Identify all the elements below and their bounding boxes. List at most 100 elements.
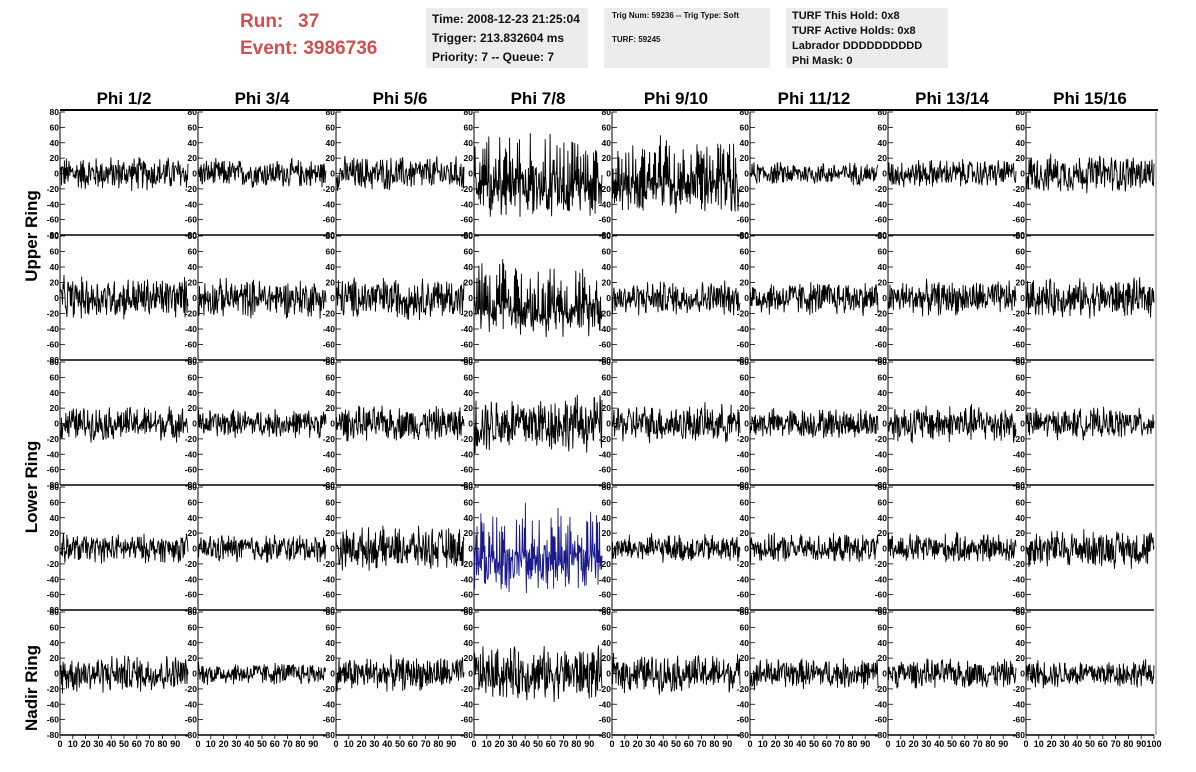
x-tick-label: 70 (835, 739, 845, 749)
x-tick-label: 30 (231, 739, 241, 749)
y-tick-label: 80 (1016, 107, 1026, 117)
y-tick-label: 20 (188, 653, 198, 663)
y-tick-label: -40 (47, 324, 60, 334)
y-tick-label: 40 (464, 262, 474, 272)
x-tick-label: 50 (257, 739, 267, 749)
y-tick-label: -20 (461, 184, 474, 194)
waveform-panel: 80 60 40 20 0 -20 -40 -60 -80 (737, 107, 879, 240)
y-tick-label: -40 (185, 449, 198, 459)
y-tick-label: 20 (1016, 153, 1026, 163)
y-tick-label: 60 (878, 247, 888, 257)
x-tick-label: 30 (507, 739, 517, 749)
y-tick-label: 60 (464, 622, 474, 632)
waveform-trace (749, 658, 879, 691)
y-tick-label: -40 (461, 574, 474, 584)
y-tick-label: -60 (185, 715, 198, 725)
y-tick-label: -60 (461, 465, 474, 475)
y-tick-label: 80 (50, 357, 60, 367)
y-tick-label: -80 (47, 355, 60, 365)
y-tick-label: -60 (47, 215, 60, 225)
y-tick-label: -20 (737, 309, 750, 319)
trig-num-text: Trig Num: 59236 -- Trig Type: Soft (612, 11, 739, 20)
y-tick-label: -40 (461, 199, 474, 209)
y-tick-label: 80 (602, 607, 612, 617)
y-tick-label: 20 (740, 653, 750, 663)
y-tick-label: -40 (323, 324, 336, 334)
y-tick-label: 0 (468, 544, 473, 554)
column-header: Phi 9/10 (644, 89, 708, 108)
x-tick-label: 50 (119, 739, 129, 749)
x-tick-label: 10 (620, 739, 630, 749)
y-tick-label: 20 (326, 278, 336, 288)
waveform-panel: 80 60 40 20 0 -20 -40 -60 -80 (875, 357, 1017, 490)
y-tick-label: -60 (47, 465, 60, 475)
y-tick-label: 60 (50, 497, 60, 507)
x-tick-label: 80 (157, 739, 167, 749)
y-tick-label: 0 (744, 419, 749, 429)
waveform-trace (611, 533, 741, 563)
waveform-trace (611, 135, 741, 214)
waveform-trace (473, 259, 603, 338)
y-tick-label: -20 (737, 684, 750, 694)
y-tick-label: -60 (599, 590, 612, 600)
x-tick-label: 90 (998, 739, 1008, 749)
y-tick-label: 40 (878, 638, 888, 648)
y-tick-label: -20 (875, 309, 888, 319)
y-tick-label: 60 (602, 247, 612, 257)
y-tick-label: 80 (740, 357, 750, 367)
y-tick-label: 80 (1016, 357, 1026, 367)
y-tick-label: 80 (50, 107, 60, 117)
y-tick-label: 80 (464, 231, 474, 241)
y-tick-label: 80 (50, 231, 60, 241)
y-tick-label: 80 (878, 357, 888, 367)
x-tick-label: 30 (645, 739, 655, 749)
y-tick-label: 60 (602, 497, 612, 507)
waveform-panel: 80 60 40 20 0 -20 -40 -60 -80 (47, 231, 189, 365)
y-tick-label: -20 (737, 434, 750, 444)
x-tick-label: 40 (796, 739, 806, 749)
y-tick-label: -60 (737, 340, 750, 350)
x-tick-label: 80 (433, 739, 443, 749)
y-tick-label: 20 (326, 653, 336, 663)
y-tick-label: -40 (599, 449, 612, 459)
event-value: 3986736 (303, 38, 378, 59)
waveform-panel: 80 60 40 20 0 -20 -40 -60 -80 (1013, 231, 1155, 365)
y-tick-label: 60 (326, 122, 336, 132)
y-tick-label: 0 (1020, 544, 1025, 554)
y-tick-label: -80 (737, 480, 750, 490)
y-tick-label: -60 (1013, 340, 1026, 350)
y-tick-label: -20 (185, 684, 198, 694)
y-tick-label: -40 (185, 699, 198, 709)
column-header: Phi 11/12 (778, 89, 851, 108)
waveform-panel: 80 60 40 20 0 -20 -40 -60 -80 (47, 107, 189, 240)
x-tick-label: 30 (1059, 739, 1069, 749)
waveform-panel: 80 60 40 20 0 -20 -40 -60 -80 (323, 482, 465, 615)
column-header: Phi 3/4 (235, 89, 290, 108)
waveform-trace (473, 133, 603, 217)
priority-text: Priority: 7 -- Queue: 7 (432, 50, 555, 64)
y-tick-label: 80 (188, 357, 198, 367)
waveform-trace (611, 280, 741, 316)
x-tick-label: 80 (295, 739, 305, 749)
y-tick-label: 0 (882, 293, 887, 303)
y-tick-label: -20 (185, 434, 198, 444)
y-tick-label: -20 (47, 684, 60, 694)
phi-mask-text: Phi Mask: 0 (792, 55, 853, 67)
y-tick-label: 0 (330, 544, 335, 554)
row-label: Lower Ring (22, 441, 41, 534)
y-tick-label: 0 (744, 669, 749, 679)
y-tick-label: -60 (599, 465, 612, 475)
y-tick-label: -40 (737, 699, 750, 709)
waveform-panel: 80 60 40 20 0 -20 -40 -60 -80 (875, 107, 1017, 240)
waveform-trace (59, 533, 189, 564)
waveform-trace (335, 155, 465, 191)
y-tick-label: -60 (737, 215, 750, 225)
y-tick-label: 60 (740, 372, 750, 382)
y-tick-label: 60 (878, 122, 888, 132)
y-tick-label: -80 (461, 355, 474, 365)
x-tick-label: 70 (973, 739, 983, 749)
run-event-box: Run: 37 Event: 3986736 (240, 8, 420, 68)
y-tick-label: 40 (740, 138, 750, 148)
y-tick-label: -60 (737, 590, 750, 600)
